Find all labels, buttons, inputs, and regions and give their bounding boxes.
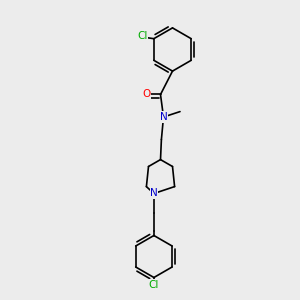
Text: Cl: Cl: [149, 280, 159, 290]
Text: Cl: Cl: [137, 31, 148, 41]
Text: N: N: [160, 112, 167, 122]
Text: N: N: [150, 188, 158, 199]
Text: O: O: [142, 89, 151, 100]
